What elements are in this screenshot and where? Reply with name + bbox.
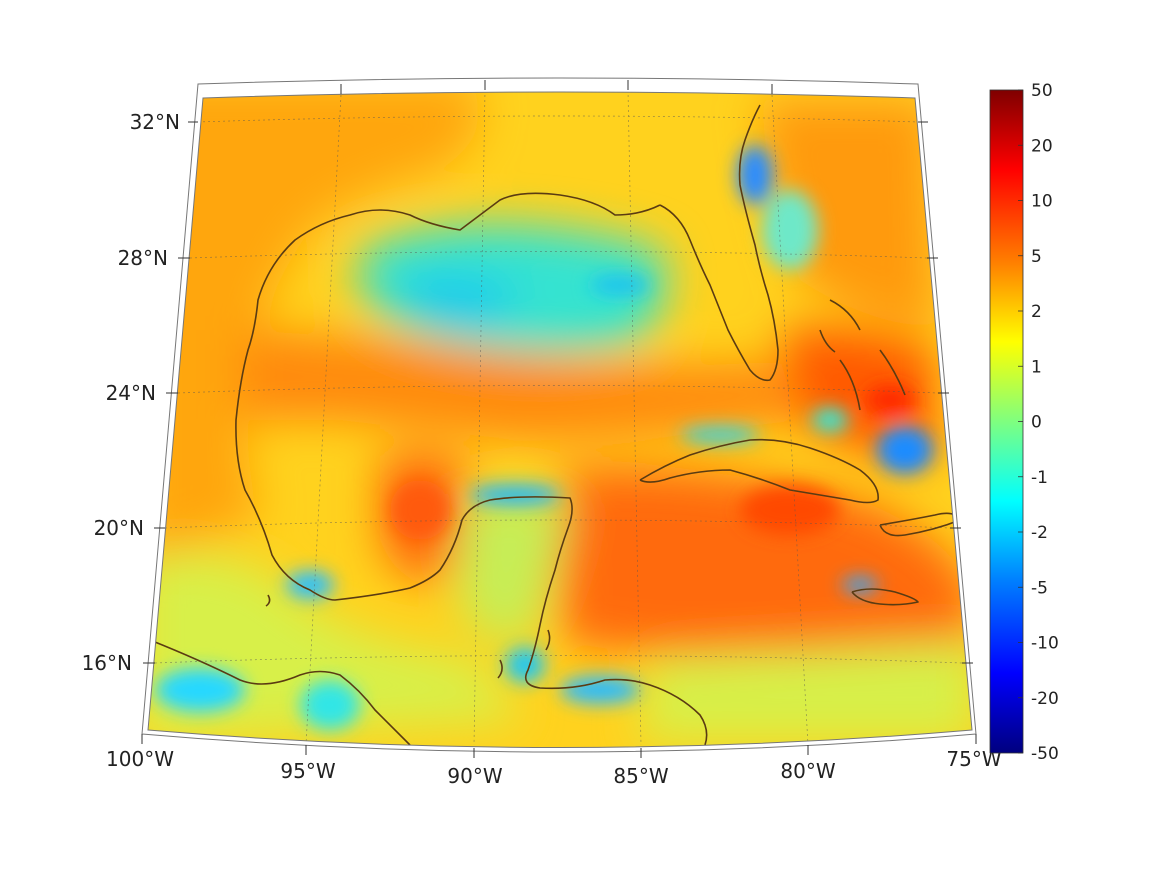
lon-label-90: 90°W xyxy=(447,764,502,788)
latitude-labels: 32°N 28°N 24°N 20°N 16°N xyxy=(82,110,180,675)
coastline-pacific xyxy=(149,639,411,746)
coastline-islands xyxy=(265,594,551,679)
lon-label-85: 85°W xyxy=(613,764,668,788)
colorbar-tick-label: -2 xyxy=(1031,523,1048,543)
grid-lon-95 xyxy=(305,94,342,746)
colorbar-tick-label: 0 xyxy=(1031,413,1042,433)
spot-bahamas-cyan xyxy=(812,408,848,432)
coastline-jamaica xyxy=(851,588,919,606)
colorbar-tick-label: 5 xyxy=(1031,247,1042,267)
spot-georgia-coast xyxy=(737,145,773,205)
grid-lat-24 xyxy=(177,385,939,394)
lat-label-32: 32°N xyxy=(130,110,180,134)
colorbar-tick-label: 20 xyxy=(1031,136,1053,156)
grid-lat-16 xyxy=(154,655,963,664)
grid-lat-32 xyxy=(197,115,919,123)
colorbar-tick-label: -5 xyxy=(1031,578,1048,598)
colorbar-tick-label: -10 xyxy=(1031,634,1059,654)
spot-cuba-north xyxy=(680,427,760,443)
coastlines xyxy=(149,104,961,746)
field-patch-gulf-band xyxy=(240,330,800,440)
field-patch-north-gulf-core xyxy=(400,276,520,322)
colorbar-tick-label: 50 xyxy=(1031,81,1053,101)
lon-label-80: 80°W xyxy=(780,759,835,783)
spot-red-nwbay xyxy=(390,480,450,540)
spot-belize xyxy=(505,647,545,683)
grid-lon-85 xyxy=(627,92,642,746)
field-patch-yucatan xyxy=(460,495,570,642)
lon-label-100: 100°W xyxy=(106,747,174,771)
spot-pacific-mid xyxy=(300,680,360,730)
lat-label-28: 28°N xyxy=(118,246,168,270)
grid-lat-28 xyxy=(189,251,928,259)
coastline-gulf-mainland xyxy=(235,192,708,746)
map-frame xyxy=(141,77,977,753)
data-field xyxy=(148,92,972,748)
coastline-florida xyxy=(659,104,779,382)
frame-inner xyxy=(147,91,973,748)
graticule xyxy=(154,92,963,746)
field-patch-west-orange xyxy=(148,92,480,560)
frame-outer xyxy=(141,77,977,753)
colorbar-tick-label: 10 xyxy=(1031,192,1053,212)
coastline-cuba xyxy=(639,438,879,504)
spot-hispaniola-west xyxy=(877,426,933,474)
colorbar-tick-label: -50 xyxy=(1031,744,1059,764)
field-patch-caribbean xyxy=(560,468,972,655)
field-patch-south-caribbean xyxy=(640,640,972,740)
grid-lon-90 xyxy=(473,92,486,746)
spot-se-fl xyxy=(762,190,818,270)
lat-label-16: 16°N xyxy=(82,651,132,675)
colorbar-tick-label: 1 xyxy=(1031,357,1042,377)
spot-red-caribbean xyxy=(740,485,840,535)
colorbar-tick-label: -20 xyxy=(1031,689,1059,709)
field-patch-atlantic xyxy=(760,100,935,330)
coastline-bahamas xyxy=(819,299,906,411)
field-patch-north-gulf-cyan xyxy=(360,224,667,352)
colorbar-tick-label: 2 xyxy=(1031,302,1042,322)
axis-ticks xyxy=(141,80,977,758)
grid-lon-80 xyxy=(771,94,809,746)
spot-honduras xyxy=(560,676,640,704)
spot-loop-cyan xyxy=(590,275,650,295)
colorbar-tick-label: -1 xyxy=(1031,468,1048,488)
colorbar-gradient xyxy=(989,89,1024,754)
longitude-labels: 100°W 95°W 90°W 85°W 80°W 75°W xyxy=(106,747,1002,788)
lat-label-20: 20°N xyxy=(94,516,144,540)
spot-veracruz xyxy=(286,571,334,599)
spot-pacific-west xyxy=(155,668,245,712)
lat-label-24: 24°N xyxy=(106,381,156,405)
lon-label-95: 95°W xyxy=(280,759,335,783)
spot-red-bahamas xyxy=(865,385,915,415)
